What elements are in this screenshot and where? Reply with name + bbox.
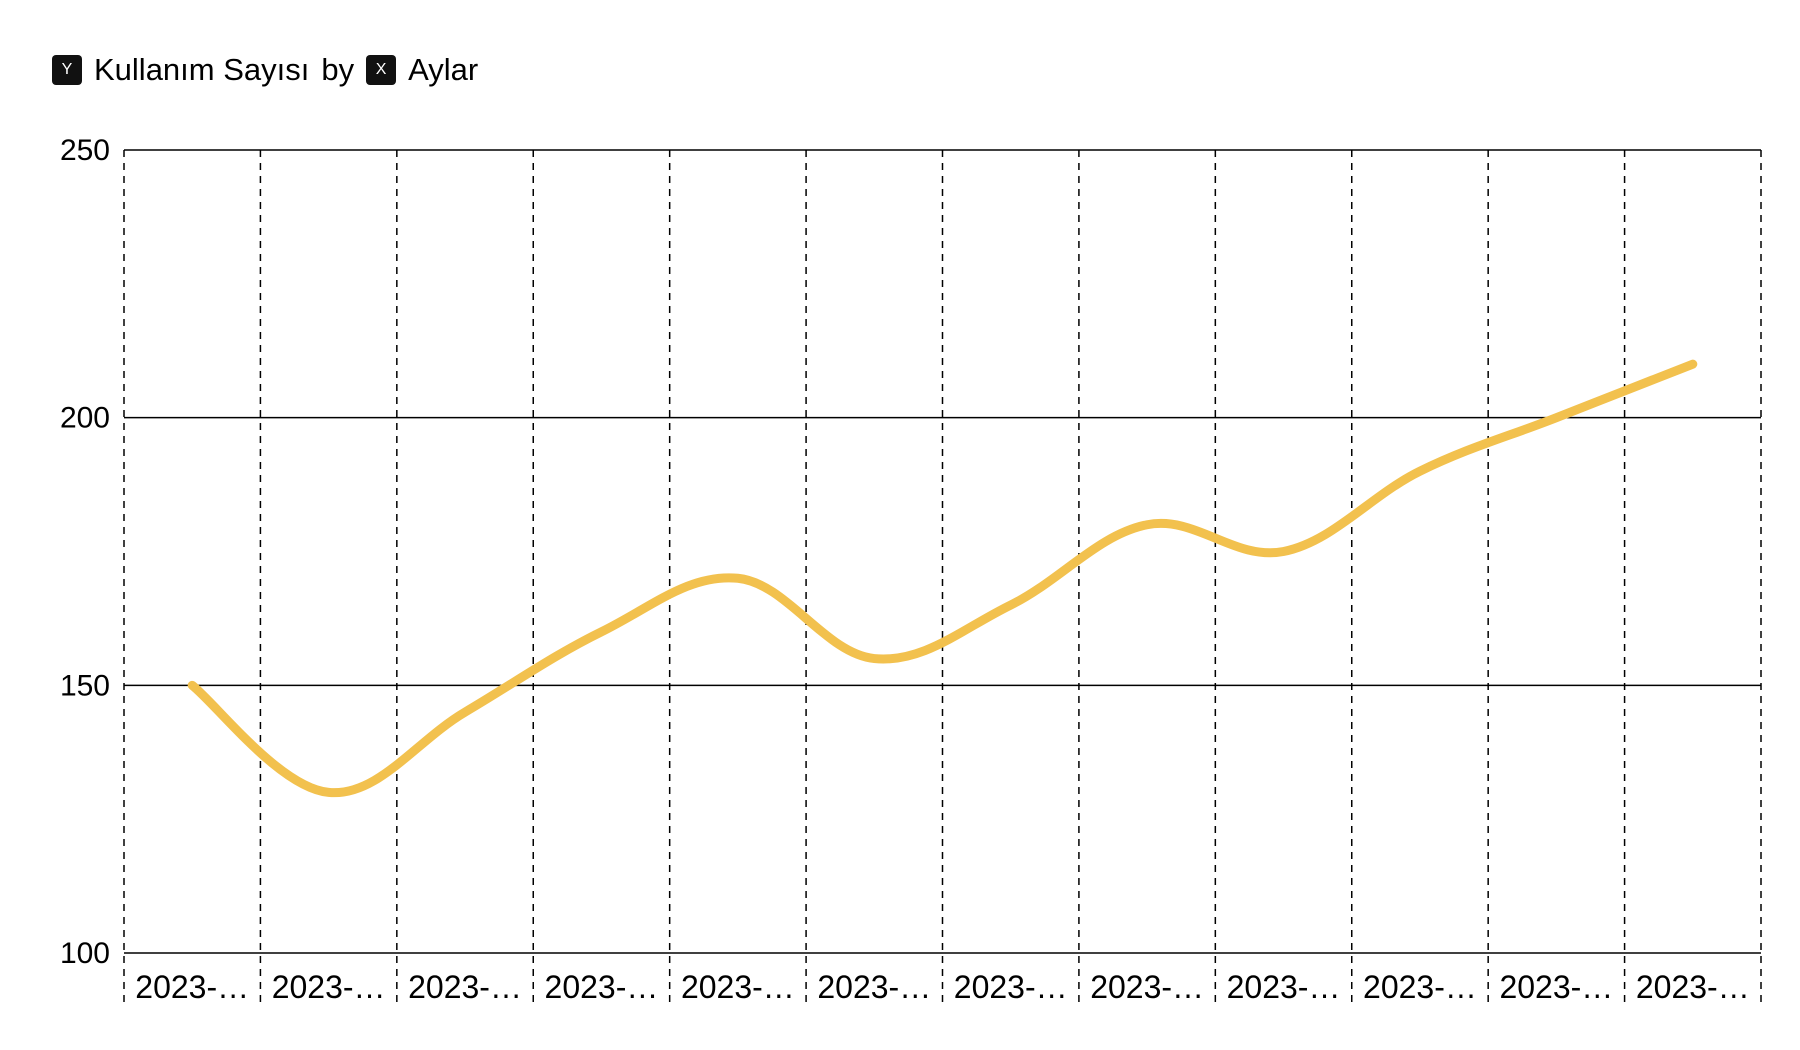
series-line [187,359,1698,798]
x-axis-title: Aylar [408,52,479,87]
x-tick-label: 2023-… [817,969,931,1005]
y-axis-ticks: 100 150 200 250 [60,134,110,970]
x-tick-label: 2023-… [135,969,249,1005]
x-tick-label: 2023-… [1227,969,1341,1005]
x-tick-label: 2023-… [681,969,795,1005]
x-tick-label: 2023-… [1090,969,1204,1005]
y-tick-label: 200 [60,402,110,435]
x-tick-label: 2023-… [1499,969,1613,1005]
x-tick-label: 2023-… [954,969,1068,1005]
x-axis-badge: X [366,55,397,85]
title-connector: by [321,52,355,87]
y-tick-label: 150 [60,669,110,702]
x-tick-label: 2023-… [545,969,659,1005]
y-tick-label: 250 [60,134,110,167]
grid-lines [123,149,1762,1008]
x-axis-ticks: 2023-… 2023-… 2023-… 2023-… 2023-… 2023-… 2023… [135,969,1749,1005]
y-axis-badge: Y [52,55,82,85]
x-tick-label: 2023-… [1363,969,1477,1005]
y-tick-label: 100 [60,937,110,970]
y-axis-title: Kullanım Sayısı [94,52,310,87]
x-tick-label: 2023-… [408,969,522,1005]
x-tick-label: 2023-… [272,969,386,1005]
chart-title: Y Kullanım Sayısı by X Aylar [52,52,478,88]
x-tick-label: 2023-… [1636,969,1750,1005]
